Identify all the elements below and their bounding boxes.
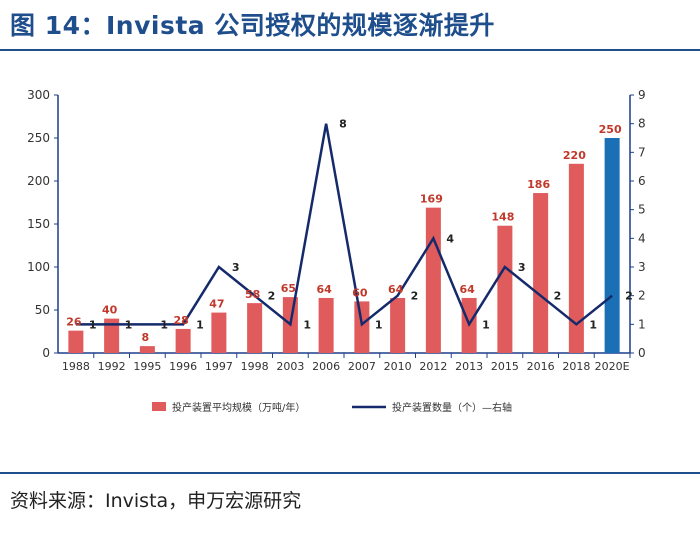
legend-line-label: 投产装置数量（个）—右轴 [392,401,512,414]
left-tick-label: 150 [27,217,50,231]
bar [533,193,549,353]
bar-data-label: 26 [66,316,82,329]
x-tick-label: 2013 [455,360,483,373]
bar-data-label: 148 [491,211,514,224]
bar-data-label: 64 [316,283,332,296]
bar [247,303,263,353]
source-divider [0,472,700,474]
bar-data-label: 65 [281,282,296,295]
bar-data-label: 64 [459,283,475,296]
right-tick-label: 7 [638,145,646,159]
line-data-label: 3 [232,261,240,274]
source-note: 资料来源：Invista，申万宏源研究 [10,490,302,512]
left-tick-label: 100 [27,260,50,274]
right-tick-label: 1 [638,317,646,331]
line-data-label: 1 [303,318,311,331]
x-tick-label: 2012 [419,360,447,373]
bar-data-label: 169 [420,193,443,206]
bar-data-label: 250 [599,123,622,136]
left-tick-label: 200 [27,174,50,188]
title-divider [0,49,700,51]
right-tick-label: 8 [638,117,646,131]
x-tick-label: 2010 [384,360,412,373]
x-tick-label: 2007 [348,360,376,373]
bar [497,225,513,353]
bar [175,328,191,353]
x-tick-label: 1992 [98,360,126,373]
left-tick-label: 250 [27,131,50,145]
page-title: 图 14：Invista 公司授权的规模逐渐提升 [10,11,495,40]
x-tick-label: 1988 [62,360,90,373]
line-data-label: 2 [411,290,419,303]
bar [139,346,155,353]
x-tick-label: 2006 [312,360,340,373]
legend-bar-swatch [152,402,166,411]
bar-data-label: 60 [352,286,368,299]
line-data-label: 1 [196,318,204,331]
left-tick-label: 0 [42,346,50,360]
line-series [75,123,613,328]
x-tick-label: 1995 [133,360,161,373]
bar [68,330,84,353]
bar-data-label: 8 [142,331,150,344]
x-tick-label: 1997 [205,360,233,373]
bar-line-chart: 0 50 100 150 200 250 300 0 1 2 3 4 5 6 7 8 9 1988 1992 1995… [27,88,646,414]
line-data-label: 1 [160,318,168,331]
right-tick-label: 9 [638,88,646,102]
bar [568,163,584,353]
x-tick-label: 1998 [241,360,269,373]
line-data-label: 1 [125,318,133,331]
left-tick-label: 50 [35,303,50,317]
bar-data-label: 40 [102,304,118,317]
bar-data-label: 58 [245,288,260,301]
bar [425,207,441,353]
line-data-label: 1 [89,318,97,331]
line-data-label: 4 [446,232,454,245]
bar [211,312,227,353]
line-data-label: 3 [518,261,526,274]
line-data-label: 1 [589,318,597,331]
left-tick-label: 300 [27,88,50,102]
bar [390,297,406,353]
line-data-label: 2 [554,290,562,303]
bar [354,301,370,353]
x-tick-label: 2020E [595,360,630,373]
bar [318,297,334,353]
x-tick-label: 2018 [562,360,590,373]
line-data-label: 1 [482,318,490,331]
legend-bar-label: 投产装置平均规模（万吨/年） [172,401,305,414]
x-tick-label: 2003 [276,360,304,373]
line-data-label: 8 [339,118,347,131]
bar-data-label: 186 [527,178,550,191]
line-data-label: 2 [268,290,276,303]
right-tick-label: 5 [638,203,646,217]
bar-data-label: 220 [563,149,586,162]
right-tick-label: 3 [638,260,646,274]
bar [104,318,120,353]
right-tick-label: 4 [638,231,646,245]
bar [604,138,620,353]
x-tick-label: 1996 [169,360,197,373]
x-tick-label: 2016 [527,360,555,373]
right-tick-label: 0 [638,346,646,360]
bar-data-label: 64 [388,283,404,296]
right-tick-label: 6 [638,174,646,188]
line-data-label: 2 [625,290,633,303]
line-data-label: 1 [375,318,383,331]
right-tick-label: 2 [638,289,646,303]
bar-data-label: 28 [173,314,188,327]
x-tick-label: 2015 [491,360,519,373]
bar-data-label: 47 [209,298,224,311]
